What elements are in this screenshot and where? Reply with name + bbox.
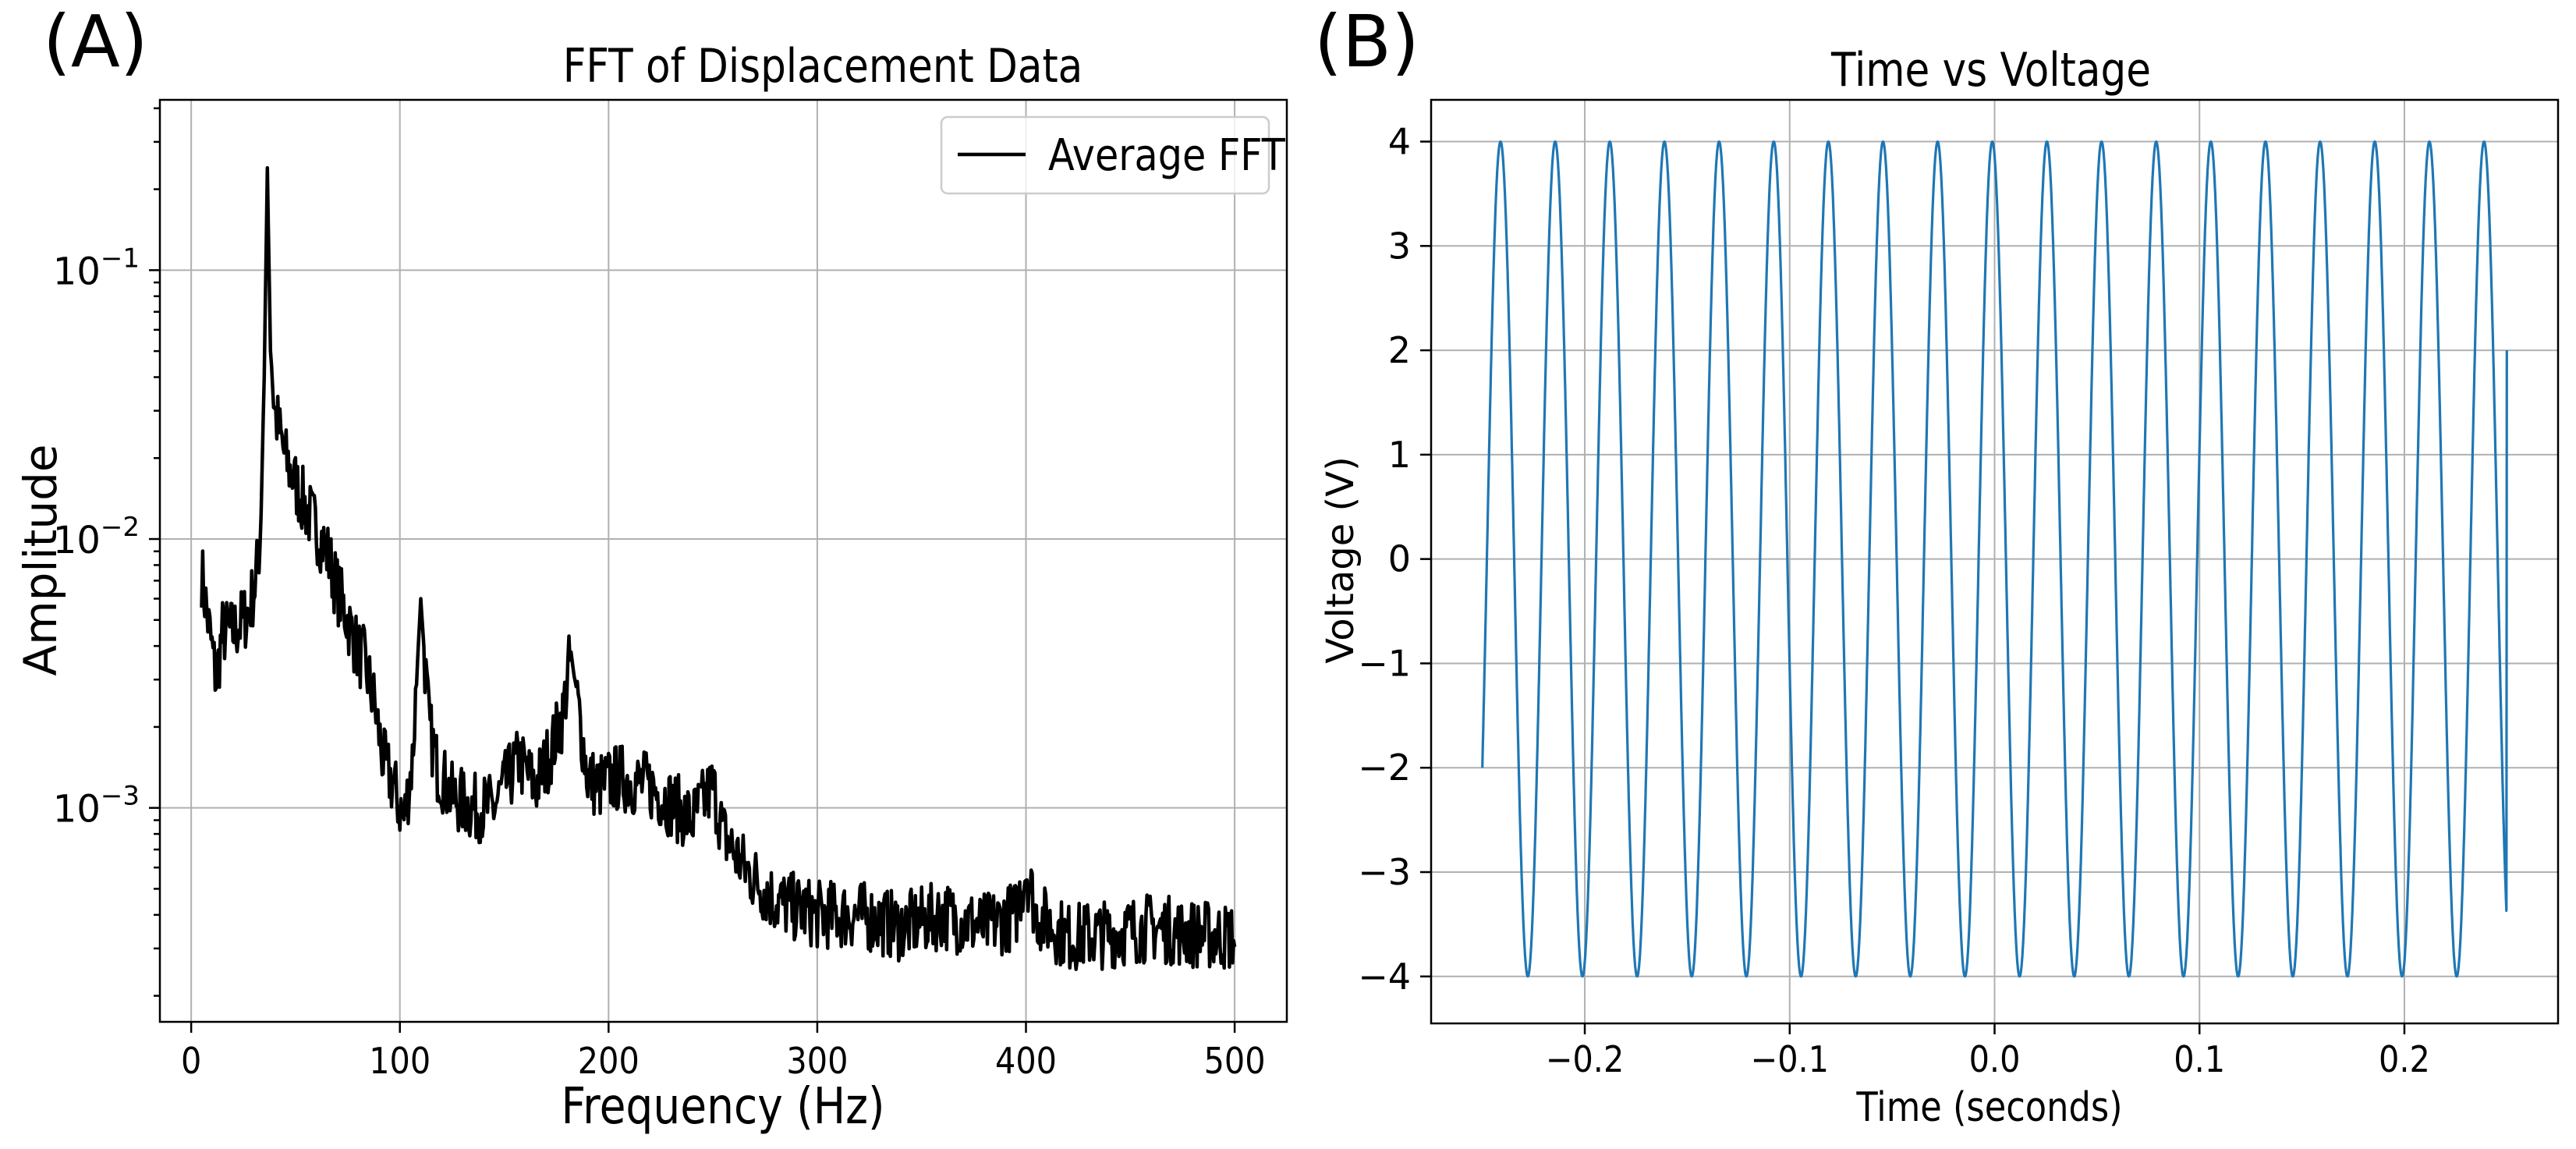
- panel-b-ytick-label: −3: [1358, 851, 1411, 893]
- panel-b-ytick-label: 4: [1388, 121, 1411, 163]
- panel-a-xtick-label: 100: [369, 1041, 431, 1083]
- panel-a-title: FFT of Displacement Data: [563, 39, 1083, 94]
- panel-b-voltage-chart: (B) Time vs Voltage Voltage (V) Time (se…: [1314, 0, 2560, 1131]
- panel-a-ytick-label: 10−1: [53, 243, 140, 293]
- panel-a-ticks: 0 100 200 300 400 500 10−1 10−2 10−3: [53, 107, 1266, 1083]
- panel-b-label: (B): [1314, 0, 1419, 83]
- panel-b-axes-frame: [1430, 98, 2560, 1025]
- panel-b-xtick-label: −0.2: [1546, 1039, 1625, 1081]
- panel-a-xtick-label: 400: [995, 1041, 1057, 1083]
- panel-a-legend: Average FFT: [940, 115, 1286, 195]
- panel-a-label: (A): [43, 0, 148, 83]
- panel-b-ticks: −0.2 −0.1 0.0 0.1 0.2 4 3 2 1 0 −1 −2 −3 −4: [1358, 121, 2430, 1081]
- panel-a-series-line-average-fft: [200, 166, 1237, 971]
- panel-b-ylabel: Voltage (V): [1319, 456, 1362, 664]
- panel-b-ytick-label: −4: [1358, 956, 1411, 998]
- panel-b-title: Time vs Voltage: [1830, 43, 2151, 98]
- panel-a-ylabel: Amplitude: [14, 444, 67, 676]
- panel-b-ytick-label: 1: [1388, 434, 1411, 476]
- panel-b-xtick-label: 0.0: [1969, 1039, 2021, 1081]
- panel-b-gridlines: [1431, 100, 2558, 1023]
- panel-a-axes-frame: [158, 98, 1288, 1023]
- panel-b-ytick-label: 0: [1388, 538, 1411, 580]
- panel-b-ytick-label: −1: [1358, 642, 1411, 684]
- panel-b-series-line-voltage: [1481, 140, 2508, 978]
- panel-a-xlabel: Frequency (Hz): [562, 1078, 885, 1136]
- panel-a-ytick-label: 10−2: [53, 512, 140, 562]
- panel-a-xtick-label: 500: [1204, 1041, 1266, 1083]
- panel-b-ytick-label: 3: [1388, 225, 1411, 267]
- panel-a-legend-box: [940, 115, 1270, 195]
- panel-b-xlabel: Time (seconds): [1855, 1084, 2122, 1131]
- panel-b-xtick-label: −0.1: [1751, 1039, 1830, 1081]
- panel-a-ytick-label: 10−3: [53, 781, 140, 832]
- panel-b-ytick-label: −2: [1358, 746, 1411, 789]
- panel-a-xtick-label: 200: [578, 1041, 640, 1083]
- panel-a-gridlines: [160, 100, 1287, 1022]
- panel-b-xtick-label: 0.2: [2379, 1039, 2430, 1081]
- panel-b-xtick-label: 0.1: [2174, 1039, 2225, 1081]
- panel-a-fft-chart: (A) FFT of Displacement Data Amplitude F…: [14, 0, 1288, 1136]
- panel-b-ytick-label: 2: [1388, 329, 1411, 371]
- legend-label-average-fft: Average FFT: [1048, 130, 1286, 181]
- panel-a-xtick-label: 0: [181, 1041, 201, 1083]
- panel-a-xtick-label: 300: [786, 1041, 848, 1083]
